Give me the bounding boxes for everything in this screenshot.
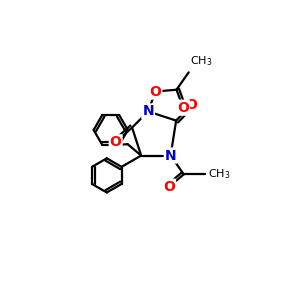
Text: CH$_3$: CH$_3$ bbox=[208, 167, 230, 181]
Text: N: N bbox=[142, 104, 154, 118]
Text: CH$_3$: CH$_3$ bbox=[190, 54, 213, 68]
Text: O: O bbox=[110, 135, 122, 149]
Text: O: O bbox=[149, 85, 161, 99]
Text: O: O bbox=[185, 98, 197, 112]
Text: O: O bbox=[177, 101, 189, 115]
Text: O: O bbox=[163, 180, 175, 194]
Text: N: N bbox=[165, 148, 176, 163]
